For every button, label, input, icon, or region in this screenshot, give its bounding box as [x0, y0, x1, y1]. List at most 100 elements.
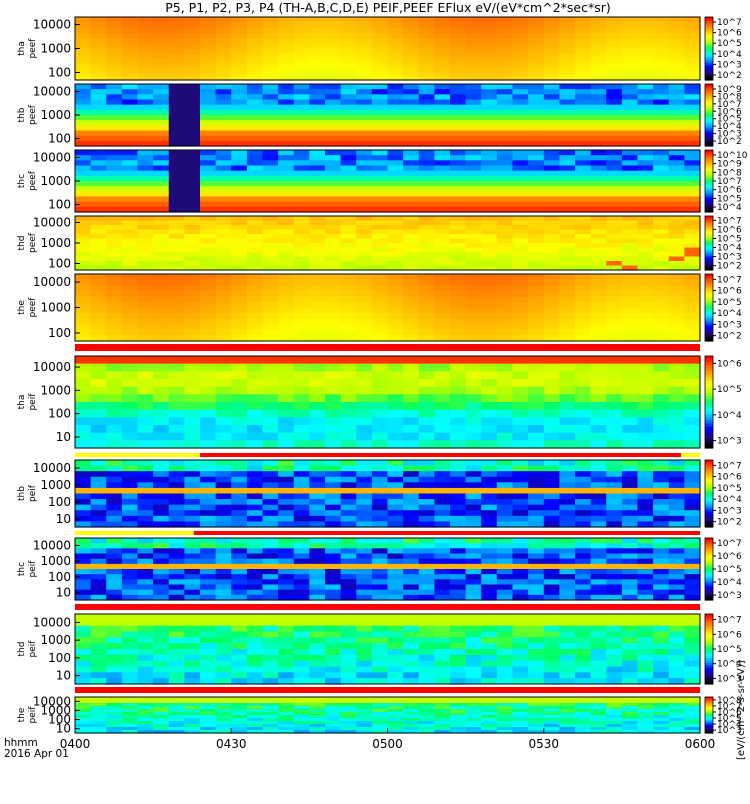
heatmap-cell	[153, 176, 169, 182]
heatmap-cell	[138, 410, 154, 418]
heatmap-cell	[559, 510, 575, 516]
heatmap-cell	[138, 477, 154, 483]
heatmap-cell	[669, 131, 685, 137]
heatmap-cell	[669, 356, 685, 364]
heatmap-cell	[513, 324, 529, 330]
heatmap-cell	[591, 471, 607, 477]
heatmap-cell	[497, 626, 513, 632]
heatmap-cell	[247, 433, 263, 441]
heatmap-cell	[200, 655, 216, 661]
heatmap-cell	[544, 28, 560, 34]
heatmap-cell	[575, 43, 591, 49]
heatmap-cell	[309, 564, 325, 570]
y-tick-label: 10000	[33, 84, 71, 98]
heatmap-cell	[466, 64, 482, 70]
heatmap-cell	[513, 166, 529, 172]
heatmap-cell	[419, 477, 435, 483]
heatmap-cell	[200, 538, 216, 544]
heatmap-cell	[325, 440, 341, 448]
heatmap-cell	[216, 569, 232, 575]
heatmap-cell	[153, 64, 169, 70]
heatmap-cell	[434, 49, 450, 55]
heatmap-cell	[231, 394, 247, 402]
heatmap-cell	[231, 516, 247, 522]
heatmap-cell	[481, 234, 497, 239]
heatmap-cell	[91, 43, 107, 49]
heatmap-cell	[169, 559, 185, 565]
heatmap-cell	[434, 460, 450, 466]
heatmap-cell	[559, 296, 575, 302]
heatmap-cell	[419, 543, 435, 549]
heatmap-cell	[638, 543, 654, 549]
heatmap-cell	[653, 505, 669, 511]
heatmap-cell	[528, 252, 544, 257]
heatmap-cell	[341, 234, 357, 239]
heatmap-cell	[309, 387, 325, 395]
heatmap-cell	[169, 643, 185, 649]
heatmap-cell	[544, 33, 560, 39]
heatmap-cell	[591, 274, 607, 280]
heatmap-cell	[606, 620, 622, 626]
heatmap-cell	[169, 626, 185, 632]
heatmap-cell	[75, 649, 91, 655]
heatmap-cell	[356, 33, 372, 39]
heatmap-cell	[575, 672, 591, 678]
heatmap-cell	[419, 649, 435, 655]
heatmap-cell	[75, 394, 91, 402]
heatmap-cell	[638, 150, 654, 156]
heatmap-cell	[106, 482, 122, 488]
heatmap-cell	[638, 402, 654, 410]
heatmap-cell	[247, 579, 263, 585]
heatmap-cell	[403, 274, 419, 280]
heatmap-cell	[544, 221, 560, 226]
heatmap-cell	[263, 460, 279, 466]
heatmap-cell	[278, 510, 294, 516]
heatmap-cell	[497, 176, 513, 182]
heatmap-cell	[528, 261, 544, 266]
heatmap-cell	[247, 471, 263, 477]
heatmap-cell	[294, 579, 310, 585]
heatmap-cell	[684, 308, 700, 314]
heatmap-cell	[388, 356, 404, 364]
heatmap-cell	[497, 559, 513, 565]
heatmap-cell	[591, 574, 607, 580]
heatmap-cell	[466, 296, 482, 302]
heatmap-cell	[575, 64, 591, 70]
heatmap-cell	[481, 505, 497, 511]
heatmap-cell	[419, 379, 435, 387]
heatmap-cell	[638, 440, 654, 448]
heatmap-cell	[638, 296, 654, 302]
heatmap-cell	[231, 150, 247, 156]
heatmap-cell	[231, 181, 247, 187]
heatmap-cell	[263, 356, 279, 364]
heatmap-cell	[638, 308, 654, 314]
heatmap-cell	[216, 516, 232, 522]
heatmap-cell	[388, 564, 404, 570]
heatmap-cell	[434, 171, 450, 177]
heatmap-cell	[325, 632, 341, 638]
heatmap-cell	[169, 516, 185, 522]
heatmap-cell	[606, 176, 622, 182]
heatmap-cell	[138, 313, 154, 319]
heatmap-cell	[91, 243, 107, 248]
heatmap-cell	[638, 510, 654, 516]
heatmap-cell	[528, 574, 544, 580]
heatmap-cell	[372, 257, 388, 262]
heatmap-cell	[247, 330, 263, 336]
heatmap-cell	[169, 17, 185, 23]
heatmap-cell	[356, 243, 372, 248]
heatmap-cell	[669, 230, 685, 235]
heatmap-cell	[325, 313, 341, 319]
heatmap-cell	[403, 38, 419, 44]
heatmap-cell	[528, 379, 544, 387]
heatmap-cell	[122, 243, 138, 248]
heatmap-cell	[638, 649, 654, 655]
heatmap-cell	[153, 160, 169, 166]
heatmap-cell	[325, 225, 341, 230]
heatmap-cell	[341, 460, 357, 466]
heatmap-cell	[216, 100, 232, 106]
heatmap-cell	[513, 614, 529, 620]
heatmap-cell	[388, 64, 404, 70]
heatmap-cell	[481, 417, 497, 425]
heatmap-cell	[106, 166, 122, 172]
